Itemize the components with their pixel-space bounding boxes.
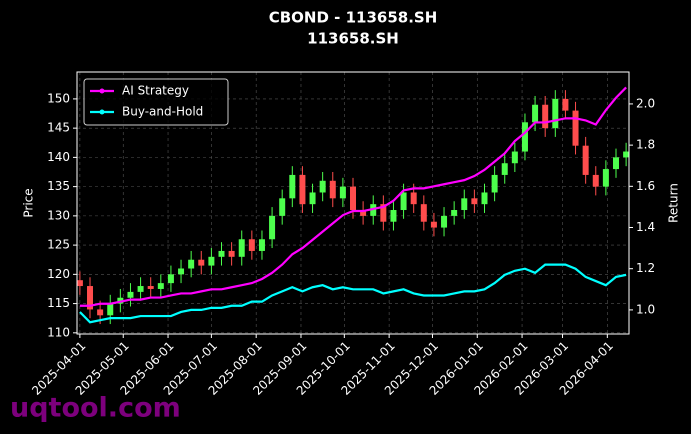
candle-body xyxy=(208,256,215,266)
y-tick-label: 115 xyxy=(47,296,70,310)
candle-body xyxy=(572,110,579,146)
candle-body xyxy=(258,239,265,251)
candle-body xyxy=(198,259,205,266)
candle-body xyxy=(228,250,235,257)
candle-body xyxy=(238,239,245,257)
candle-body xyxy=(380,204,387,222)
y2-tick-label: 1.4 xyxy=(636,220,655,234)
candle-body xyxy=(542,104,549,129)
candle-body xyxy=(532,104,539,123)
y-axis-label: Price xyxy=(22,188,36,217)
candle-body xyxy=(167,274,174,284)
candle-body xyxy=(521,122,528,152)
y-tick-label: 145 xyxy=(47,121,70,135)
candle-body xyxy=(400,192,407,211)
candle-body xyxy=(511,151,518,164)
candle-body xyxy=(441,215,448,228)
candle-body xyxy=(319,180,326,193)
y-tick-label: 130 xyxy=(47,208,70,222)
y2-tick-label: 1.6 xyxy=(636,179,655,193)
candle-body xyxy=(218,250,225,257)
legend-marker xyxy=(99,109,105,115)
candle-body xyxy=(471,198,478,205)
candle-body xyxy=(582,145,589,175)
legend-label: AI Strategy xyxy=(122,84,189,98)
chart-title: CBOND - 113658.SH xyxy=(269,9,438,27)
y-tick-label: 110 xyxy=(47,325,70,339)
y-tick-label: 140 xyxy=(47,150,70,164)
y-tick-label: 125 xyxy=(47,238,70,252)
candle-body xyxy=(178,268,185,275)
y-tick-label: 120 xyxy=(47,267,70,281)
y2-tick-label: 1.2 xyxy=(636,261,655,275)
candle-body xyxy=(461,198,468,211)
candle-body xyxy=(350,186,356,211)
candle-body xyxy=(501,163,508,175)
candle-body xyxy=(612,157,619,170)
candle-body xyxy=(279,198,286,216)
candle-body xyxy=(107,303,114,316)
y2-tick-label: 2.0 xyxy=(636,96,655,110)
candle-body xyxy=(147,286,154,289)
candle-body xyxy=(157,283,164,289)
candle-body xyxy=(360,210,367,216)
legend: AI Strategy Buy-and-Hold xyxy=(83,78,229,126)
candle-body xyxy=(602,169,609,187)
candle-body xyxy=(309,192,316,205)
candle-body xyxy=(491,174,498,193)
candle-body xyxy=(248,239,255,251)
candle-body xyxy=(299,174,306,205)
candle-body xyxy=(329,180,336,199)
candle-body xyxy=(289,174,296,199)
watermark: uqtool.com xyxy=(10,393,181,424)
candle-body xyxy=(410,192,417,205)
candle-body xyxy=(623,151,630,158)
candle-body xyxy=(481,192,488,205)
legend-marker xyxy=(99,88,105,94)
y-tick-label: 150 xyxy=(47,91,70,105)
candle-body xyxy=(97,309,104,316)
candle-body xyxy=(339,186,346,199)
candle-body xyxy=(451,210,458,216)
candle-body xyxy=(390,210,397,222)
candle-body xyxy=(269,215,276,240)
chart-subtitle: 113658.SH xyxy=(307,30,399,48)
candle-body xyxy=(76,280,83,287)
candle-body xyxy=(188,259,195,269)
plot-frame xyxy=(76,71,630,335)
series-line xyxy=(79,86,627,307)
y2-tick-label: 1.0 xyxy=(636,302,655,316)
candle-body xyxy=(420,204,427,222)
candle-body xyxy=(552,98,559,129)
series-line xyxy=(79,263,627,324)
legend-box xyxy=(83,78,229,126)
y2-axis-label: Return xyxy=(667,183,681,223)
candle-body xyxy=(137,286,144,292)
candle-body xyxy=(562,98,569,111)
candle-body xyxy=(430,221,437,228)
y2-tick-label: 1.8 xyxy=(636,138,655,152)
y-tick-label: 135 xyxy=(47,179,70,193)
legend-label: Buy-and-Hold xyxy=(122,105,203,119)
candle-body xyxy=(87,286,94,310)
candle-body xyxy=(592,174,599,187)
candle-body xyxy=(127,291,134,298)
